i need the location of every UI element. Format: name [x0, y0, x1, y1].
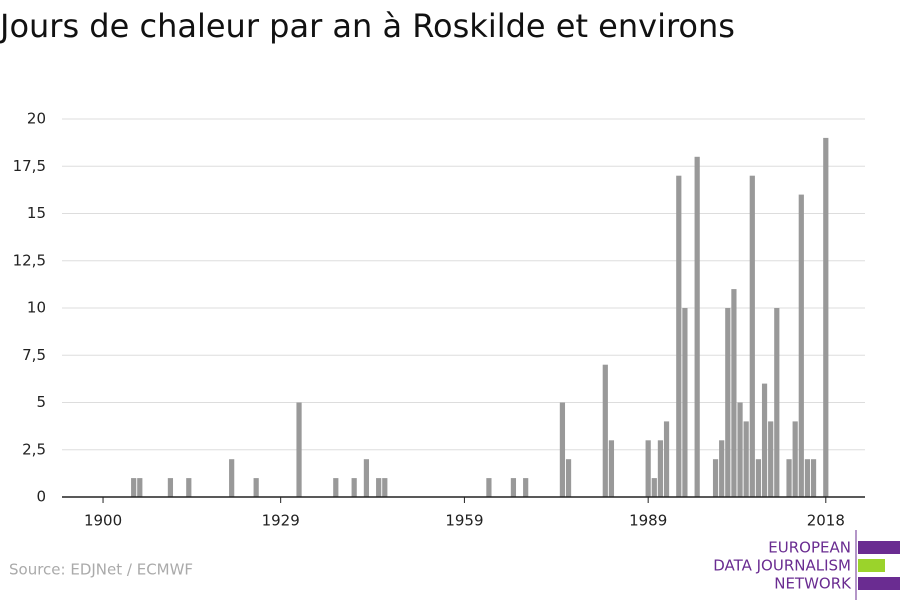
bar [774, 308, 780, 497]
logo: EUROPEAN DATA JOURNALISM NETWORK [713, 530, 900, 600]
y-tick-label: 20 [27, 110, 46, 128]
bar [167, 478, 174, 497]
x-tick-label: 2018 [807, 512, 845, 530]
bar [657, 440, 664, 497]
logo-text: DATA JOURNALISM [713, 557, 851, 575]
logo-text: NETWORK [774, 575, 852, 593]
bar [645, 440, 651, 497]
y-tick-label: 0 [36, 488, 46, 506]
y-tick-label: 10 [27, 299, 46, 317]
bar [749, 175, 755, 497]
x-tick-label: 1929 [262, 512, 300, 530]
y-tick-label: 15 [27, 204, 46, 222]
bar [363, 459, 370, 497]
bar [792, 421, 798, 497]
bar [755, 459, 762, 497]
bar [351, 478, 357, 497]
y-tick-label: 12,5 [13, 251, 46, 269]
bar [694, 156, 700, 498]
bar [229, 459, 235, 497]
bar [725, 308, 731, 497]
bar [798, 194, 804, 497]
bar [663, 421, 670, 497]
bar [382, 478, 388, 497]
y-tick-label: 17,5 [13, 157, 46, 175]
bar [786, 459, 792, 497]
logo-text: EUROPEAN [768, 539, 851, 557]
bar [810, 459, 817, 497]
bar [186, 478, 192, 497]
bar [486, 478, 492, 497]
logo-bar [858, 577, 900, 590]
bar [510, 478, 517, 497]
bar [608, 440, 615, 497]
y-tick-label: 5 [36, 393, 46, 411]
bar [602, 364, 608, 497]
bar [333, 478, 339, 497]
bar [768, 421, 774, 497]
bar [676, 175, 682, 497]
x-tick-label: 1989 [629, 512, 667, 530]
bar [761, 383, 768, 497]
x-tick-label: 1959 [445, 512, 483, 530]
bar [682, 308, 688, 497]
chart-title: Jours de chaleur par an à Roskilde et en… [0, 7, 735, 45]
y-tick-label: 7,5 [22, 346, 46, 364]
bar [823, 137, 829, 497]
bar [731, 289, 737, 497]
bar [804, 459, 811, 497]
logo-bar [858, 541, 900, 554]
x-tick-label: 1900 [84, 512, 122, 530]
bar [376, 478, 382, 497]
bar [712, 459, 719, 497]
bar [559, 402, 566, 497]
bar [651, 478, 657, 497]
logo-bar [858, 559, 885, 572]
bar [523, 478, 529, 497]
y-tick-label: 2,5 [22, 440, 46, 458]
bar [565, 459, 572, 497]
source: Source: EDJNet / ECMWF [9, 561, 193, 579]
bar [743, 421, 749, 497]
bar [131, 478, 137, 497]
bar [737, 402, 743, 497]
bar [719, 440, 725, 497]
bar [296, 402, 302, 497]
bar [253, 478, 259, 497]
bar [137, 478, 143, 497]
